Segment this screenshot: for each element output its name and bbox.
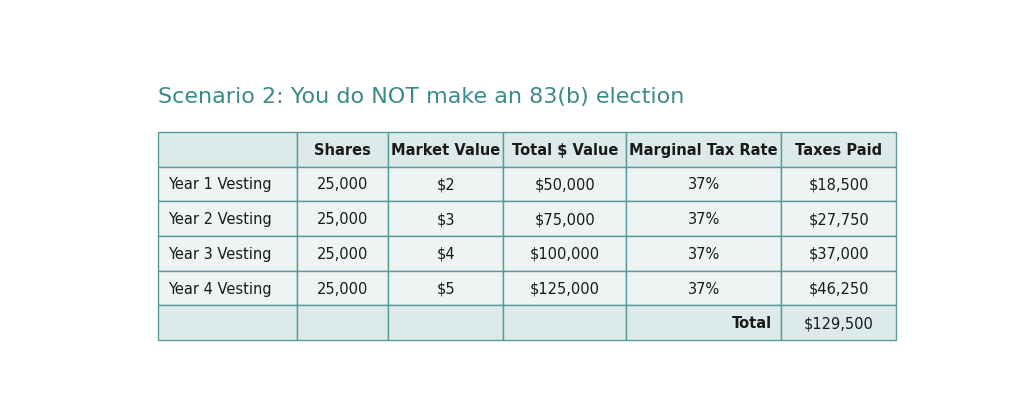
Bar [504,271,627,306]
Bar [781,236,896,271]
Bar [781,271,896,306]
Bar [297,133,388,167]
Text: 25,000: 25,000 [317,212,369,227]
Text: $125,000: $125,000 [529,281,600,296]
Bar [158,236,297,271]
Bar [297,271,388,306]
Bar [297,306,388,340]
Bar [388,133,504,167]
Bar [781,306,896,340]
Text: Scenario 2: You do NOT make an 83(b) election: Scenario 2: You do NOT make an 83(b) ele… [158,87,684,107]
Text: $75,000: $75,000 [535,212,595,227]
Text: $100,000: $100,000 [529,246,600,261]
Bar [627,167,781,202]
Text: $46,250: $46,250 [808,281,869,296]
Text: Total $ Value: Total $ Value [512,142,618,157]
Bar [158,306,297,340]
Bar [297,202,388,236]
Text: Year 4 Vesting: Year 4 Vesting [168,281,271,296]
Text: Year 3 Vesting: Year 3 Vesting [168,246,271,261]
Text: Year 1 Vesting: Year 1 Vesting [168,177,271,192]
Bar [627,271,781,306]
Text: 37%: 37% [688,212,720,227]
Bar [627,236,781,271]
Bar [781,133,896,167]
Bar [504,202,627,236]
Text: $5: $5 [436,281,455,296]
Text: $18,500: $18,500 [808,177,869,192]
Bar [297,167,388,202]
Text: Total: Total [731,316,772,330]
Text: $2: $2 [436,177,456,192]
Text: 25,000: 25,000 [317,177,369,192]
Bar [781,167,896,202]
Text: $37,000: $37,000 [808,246,869,261]
Bar [627,306,781,340]
Bar [158,271,297,306]
Text: Taxes Paid: Taxes Paid [795,142,883,157]
Text: $27,750: $27,750 [808,212,869,227]
Bar [504,236,627,271]
Text: $3: $3 [436,212,455,227]
Text: $129,500: $129,500 [804,316,873,330]
Bar [504,133,627,167]
Text: Year 2 Vesting: Year 2 Vesting [168,212,271,227]
Text: Market Value: Market Value [391,142,501,157]
Bar [781,202,896,236]
Bar [388,236,504,271]
Text: 37%: 37% [688,281,720,296]
Text: 37%: 37% [688,177,720,192]
Text: Marginal Tax Rate: Marginal Tax Rate [630,142,778,157]
Bar [388,167,504,202]
Bar [158,202,297,236]
Bar [388,202,504,236]
Text: 37%: 37% [688,246,720,261]
Text: Shares: Shares [314,142,371,157]
Bar [627,202,781,236]
Bar [504,167,627,202]
Text: $4: $4 [436,246,455,261]
Bar [158,133,297,167]
Text: $50,000: $50,000 [535,177,595,192]
Bar [627,133,781,167]
Text: 25,000: 25,000 [317,246,369,261]
Bar [297,236,388,271]
Bar [388,306,504,340]
Bar [158,167,297,202]
Bar [504,306,627,340]
Text: 25,000: 25,000 [317,281,369,296]
Bar [388,271,504,306]
